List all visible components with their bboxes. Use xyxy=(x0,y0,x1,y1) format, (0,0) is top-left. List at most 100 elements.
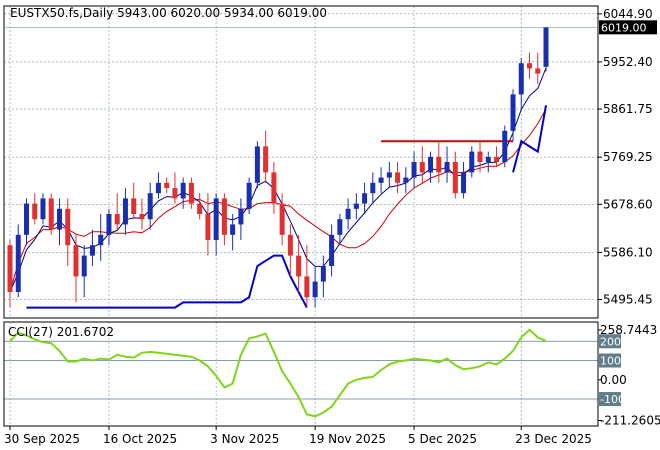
candle-body xyxy=(304,276,310,298)
candle-body xyxy=(205,214,211,240)
candle-body xyxy=(436,156,442,173)
candle-body xyxy=(362,193,368,204)
support-line xyxy=(26,254,308,309)
candle-body xyxy=(213,198,219,240)
cci-tick-label: 258.7443 xyxy=(600,323,657,337)
candle-body xyxy=(263,146,269,173)
support-resistance-levels xyxy=(26,105,547,309)
candle-body xyxy=(353,203,359,209)
time-tick-label: 19 Nov 2025 xyxy=(309,432,386,446)
time-tick-label: 5 Dec 2025 xyxy=(408,432,477,446)
candle-body xyxy=(89,245,95,256)
candle-body xyxy=(81,255,87,277)
time-tick-label: 23 Dec 2025 xyxy=(515,432,592,446)
price-tick-label: 5861.75 xyxy=(603,102,653,116)
grid xyxy=(4,6,598,426)
candle-body xyxy=(221,198,227,235)
price-panel-frame xyxy=(3,5,599,319)
candle-body xyxy=(428,156,434,173)
candle-body xyxy=(48,198,54,230)
candle-body xyxy=(271,172,277,204)
candle-body xyxy=(32,203,38,220)
cci-line xyxy=(9,328,547,418)
candle-body xyxy=(518,63,524,95)
candle-body xyxy=(230,224,236,235)
candle-body xyxy=(287,234,293,256)
candle-body xyxy=(40,198,46,220)
time-tick-label: 3 Nov 2025 xyxy=(210,432,279,446)
candle-body xyxy=(477,151,483,162)
cci-tick-label: -211.2605 xyxy=(600,413,660,427)
candle-body xyxy=(172,188,178,199)
candle-body xyxy=(15,234,21,292)
cci-level-tag xyxy=(599,334,621,349)
last-price-tag xyxy=(599,20,657,35)
price-chart-title: EUSTX50.fs,Daily 5943.00 6020.00 5934.00… xyxy=(10,6,327,20)
candle-body xyxy=(279,203,285,235)
candle-body xyxy=(370,182,376,194)
candle-body xyxy=(238,208,244,225)
candle-body xyxy=(114,214,120,225)
candle-body xyxy=(494,156,500,162)
cci-level-tag xyxy=(599,353,621,368)
candle-body xyxy=(527,63,533,69)
price-tick-label: 6044.90 xyxy=(603,7,653,21)
candle-body xyxy=(155,182,161,194)
candle-body xyxy=(469,151,475,173)
candle-body xyxy=(411,162,417,178)
candle-body xyxy=(7,245,13,292)
candle-body xyxy=(395,172,401,183)
candle-body xyxy=(164,182,170,188)
time-tick-label: 16 Oct 2025 xyxy=(103,432,177,446)
price-tick-label: 5769.25 xyxy=(603,150,653,164)
candle-body xyxy=(337,219,343,235)
cci-level-label: 200 xyxy=(600,335,621,348)
candle-body xyxy=(535,68,541,74)
cci-panel-frame xyxy=(3,321,599,427)
candle-body xyxy=(296,255,302,277)
last-price-label: 6019.00 xyxy=(601,21,647,34)
candle-body xyxy=(312,281,318,298)
candlestick-series xyxy=(7,26,549,308)
candle-body xyxy=(386,172,392,178)
candle-body xyxy=(180,182,186,199)
candle-body xyxy=(452,162,458,194)
candle-body xyxy=(378,177,384,183)
candle-body xyxy=(106,214,112,235)
candle-body xyxy=(485,156,491,162)
time-tick-label: 30 Sep 2025 xyxy=(4,432,80,446)
candle-body xyxy=(444,162,450,173)
cci-title: CCI(27) 201.6702 xyxy=(8,325,114,339)
candle-body xyxy=(65,208,71,246)
candle-body xyxy=(122,198,128,225)
candle-body xyxy=(461,172,467,194)
candle-body xyxy=(188,182,194,204)
candle-body xyxy=(345,208,351,220)
price-tick-label: 5952.40 xyxy=(603,55,653,69)
candle-body xyxy=(320,266,326,282)
candle-body xyxy=(73,245,79,277)
price-tick-label: 5586.10 xyxy=(603,245,653,259)
cci-series xyxy=(9,328,547,418)
price-tick-label: 5678.60 xyxy=(603,197,653,211)
candle-body xyxy=(197,203,203,214)
candle-body xyxy=(543,27,549,67)
candle-body xyxy=(502,130,508,162)
cci-level-label: 100 xyxy=(600,355,621,368)
candle-body xyxy=(419,162,425,173)
candle-body xyxy=(403,177,409,183)
candle-body xyxy=(510,94,516,131)
candle-body xyxy=(147,193,153,220)
candle-body xyxy=(254,146,260,183)
cci-tick-label: 0.00 xyxy=(600,373,627,387)
candle-body xyxy=(329,234,335,266)
cci-level-tag xyxy=(599,392,621,407)
candle-body xyxy=(139,214,145,220)
candle-body xyxy=(98,234,104,246)
candle-body xyxy=(56,208,62,230)
candle-body xyxy=(23,203,29,235)
price-tick-label: 5495.45 xyxy=(603,293,653,307)
candle-body xyxy=(131,198,137,214)
